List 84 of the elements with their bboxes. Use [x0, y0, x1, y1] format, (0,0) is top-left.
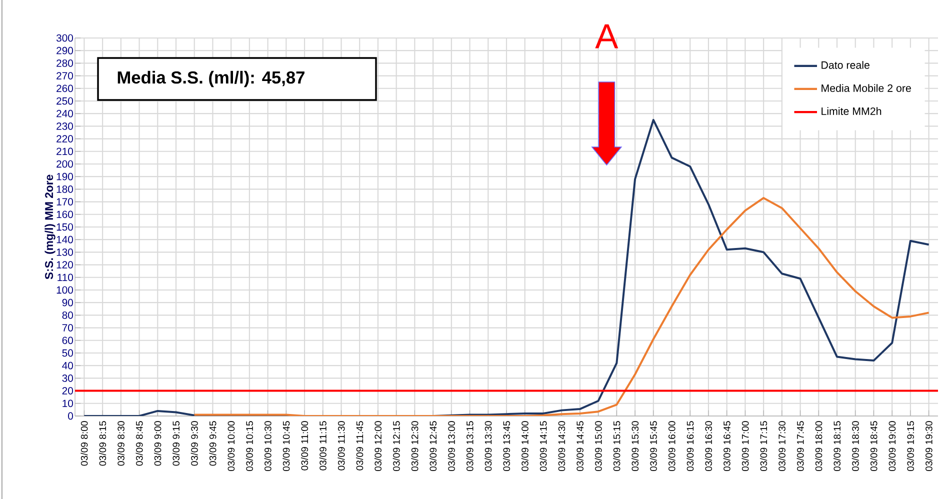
x-tick-label: 03/09 12:00 [374, 421, 382, 472]
x-tick-label: 03/09 19:00 [888, 421, 896, 472]
y-tick-label: 250 [56, 97, 73, 105]
y-tick-label: 300 [56, 34, 73, 42]
x-tick-label: 03/09 11:30 [338, 421, 345, 470]
x-tick-label: 03/09 18:30 [852, 421, 859, 472]
y-tick-label: 220 [56, 135, 73, 142]
legend-label: Limite MM2h [822, 107, 882, 115]
y-tick-label: 180 [56, 186, 73, 193]
x-tick-label: 03/09 19:30 [925, 421, 932, 472]
x-tick-label: 03/09 13:00 [448, 421, 455, 472]
y-tick-label: 230 [56, 122, 73, 130]
x-tick-label: 03/09 19:15 [906, 421, 914, 472]
y-tick-label: 290 [56, 46, 73, 54]
y-tick-label: 50 [62, 349, 73, 357]
y-tick-label: 280 [56, 60, 73, 67]
annotation: Media S.S. (ml/l): 45,87 [118, 70, 304, 88]
x-tick-label: 03/09 11:15 [319, 421, 326, 470]
y-tick-label: 170 [56, 198, 73, 206]
x-tick-label: 03/09 11:00 [300, 421, 308, 470]
y-tick-label: 140 [56, 236, 73, 244]
x-tick-label: 03/09 17:30 [778, 421, 786, 472]
x-tick-label: 03/09 14:45 [576, 421, 584, 472]
x-tick-label: 03/09 15:00 [594, 421, 602, 472]
x-tick-label: 03/09 17:45 [796, 421, 804, 472]
x-tick-label: 03/09 16:00 [668, 421, 676, 472]
x-tick-label: 03/09 13:30 [484, 421, 492, 472]
y-tick-label: 30 [62, 374, 73, 382]
y-tick-label: 150 [56, 223, 73, 231]
y-axis-title: S:S. (mg/l) MM 2ore [44, 174, 56, 280]
x-tick-label: 03/09 16:15 [686, 421, 694, 472]
y-tick-label: 270 [56, 72, 73, 80]
x-tick-label: 03/09 10:30 [264, 421, 272, 472]
x-tick-label: 03/09 13:45 [502, 421, 510, 472]
y-tick-label: 70 [62, 324, 73, 332]
annotation: A [595, 24, 618, 48]
y-tick-label: 60 [62, 336, 73, 344]
x-tick-label: 03/09 17:15 [760, 421, 768, 472]
y-tick-label: 160 [56, 210, 73, 218]
x-tick-label: 03/09 17:00 [742, 421, 749, 472]
x-tick-label: 03/09 8:30 [117, 421, 124, 466]
x-tick-label: 03/09 8:00 [80, 421, 88, 466]
x-tick-label: 03/09 12:30 [411, 421, 418, 472]
x-tick-label: 03/09 15:45 [650, 421, 657, 472]
x-tick-label: 03/09 12:45 [430, 421, 437, 472]
x-tick-label: 03/09 14:30 [558, 421, 566, 472]
x-tick-label: 03/09 12:15 [392, 421, 400, 472]
x-tick-label: 03/09 18:15 [833, 421, 841, 472]
x-tick-label: 03/09 14:00 [521, 421, 528, 472]
legend-label: Media Mobile 2 ore [822, 84, 911, 92]
y-tick-label: 120 [56, 261, 73, 268]
y-tick-label: 10 [62, 400, 73, 408]
x-tick-label: 03/09 13:15 [466, 421, 474, 472]
x-tick-label: 03/09 15:30 [632, 421, 639, 472]
x-tick-label: 03/09 10:15 [246, 421, 253, 472]
x-tick-label: 03/09 10:00 [228, 421, 235, 472]
x-tick-label: 03/09 8:15 [99, 421, 106, 466]
x-tick-label: 03/09 8:45 [136, 421, 143, 466]
x-tick-label: 03/09 15:15 [613, 421, 620, 472]
x-tick-label: 03/09 9:00 [154, 421, 162, 466]
y-tick-label: 130 [56, 248, 73, 256]
y-tick-label: 210 [56, 148, 73, 156]
x-tick-label: 03/09 9:30 [190, 421, 198, 466]
y-tick-label: 100 [56, 286, 73, 294]
x-tick-label: 03/09 16:45 [723, 421, 730, 472]
x-tick-label: 03/09 11:45 [356, 421, 364, 470]
y-tick-label: 240 [56, 110, 73, 118]
x-tick-label: 03/09 9:15 [172, 421, 180, 466]
y-tick-label: 260 [56, 84, 73, 92]
y-tick-label: 80 [62, 312, 73, 319]
x-tick-label: 03/09 18:00 [815, 421, 822, 472]
y-tick-label: 190 [56, 172, 73, 180]
y-tick-label: 200 [56, 160, 73, 168]
x-tick-label: 03/09 16:30 [704, 421, 712, 472]
x-tick-label: 03/09 18:45 [870, 421, 878, 472]
x-tick-label: 03/09 14:15 [540, 421, 547, 472]
y-tick-label: 90 [62, 298, 73, 306]
y-tick-label: 110 [58, 274, 73, 282]
x-tick-label: 03/09 9:45 [209, 421, 216, 466]
y-tick-label: 0 [68, 412, 73, 420]
y-tick-label: 20 [62, 387, 73, 394]
x-tick-label: 03/09 10:45 [282, 421, 290, 472]
y-tick-label: 40 [62, 362, 73, 370]
legend-label: Dato reale [822, 61, 870, 69]
